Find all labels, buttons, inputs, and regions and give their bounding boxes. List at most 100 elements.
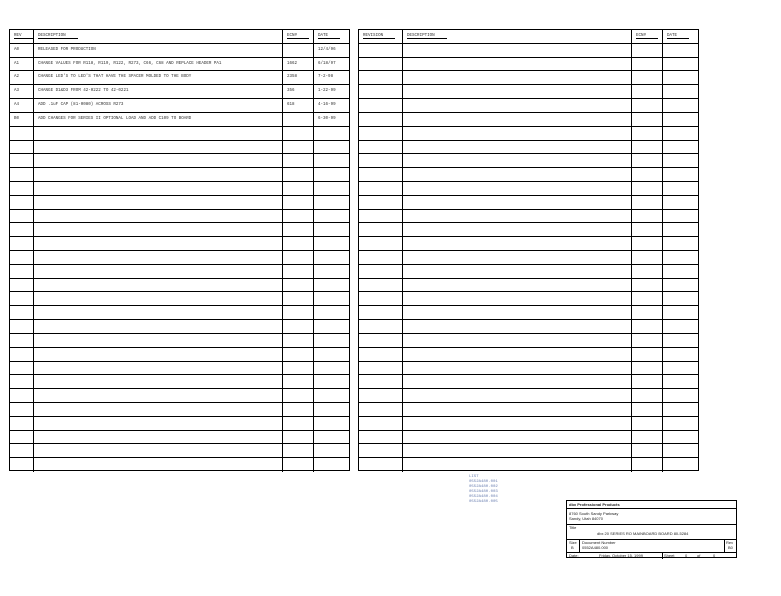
drawing-title: dbx 20 SERIES RO MAINBOARD BOARD 80-5284 — [597, 531, 689, 536]
table-row — [359, 168, 698, 182]
table-row — [359, 333, 698, 348]
table-cell — [402, 292, 631, 306]
table-cell: B0 — [14, 116, 20, 121]
table-cell — [10, 444, 33, 457]
table-cell — [282, 168, 313, 181]
table-cell — [10, 417, 33, 430]
table-cell — [662, 278, 700, 292]
table-cell — [313, 402, 351, 416]
table-cell — [282, 195, 313, 209]
table-cell — [662, 306, 700, 320]
table-cell — [662, 195, 700, 209]
size-value: B — [571, 545, 574, 550]
table-cell — [402, 361, 631, 375]
table-row — [359, 126, 698, 141]
table-cell — [402, 375, 631, 389]
table-cell: 4-16-99 — [313, 99, 351, 112]
table-cell — [402, 71, 631, 85]
table-cell — [402, 402, 631, 416]
table-cell — [313, 237, 351, 250]
table-row — [10, 361, 349, 376]
table-cell — [631, 375, 662, 389]
table-row — [359, 237, 698, 251]
table-cell — [402, 99, 631, 112]
table-cell — [662, 264, 700, 278]
table-cell — [662, 237, 700, 250]
table-row — [10, 126, 349, 141]
table-cell — [402, 251, 631, 264]
table-cell — [313, 168, 351, 181]
table-cell — [282, 333, 313, 347]
table-cell — [631, 140, 662, 154]
table-cell — [313, 292, 351, 306]
table-cell — [282, 389, 313, 402]
table-cell — [33, 209, 282, 223]
table-cell — [359, 403, 402, 416]
table-cell — [402, 430, 631, 444]
header-cell: DATE — [662, 30, 700, 43]
table-cell — [10, 182, 33, 195]
table-cell — [402, 237, 631, 250]
table-cell — [631, 195, 662, 209]
table-row: B0 ADD CHANGES FOR SERIES II OPTIONAL LOA… — [10, 112, 351, 127]
title-label: Title — [569, 525, 577, 530]
table-cell — [631, 333, 662, 347]
table-cell — [662, 320, 700, 333]
table-cell — [662, 430, 700, 444]
table-cell — [359, 141, 402, 154]
table-cell: 1662 — [282, 57, 313, 71]
table-cell — [359, 362, 402, 375]
table-cell — [33, 223, 282, 237]
table-row — [359, 223, 698, 238]
table-cell — [10, 334, 33, 347]
table-cell — [662, 140, 700, 154]
table-cell — [662, 168, 700, 181]
table-cell — [282, 416, 313, 430]
table-cell: 6-30-99 — [313, 112, 351, 126]
table-cell — [631, 389, 662, 402]
table-row — [10, 416, 349, 431]
table-cell — [662, 43, 700, 57]
table-cell — [359, 210, 402, 223]
table-cell — [662, 209, 700, 223]
table-cell — [402, 264, 631, 278]
table-cell — [359, 306, 402, 319]
table-cell — [359, 265, 402, 278]
table-row — [359, 85, 698, 100]
table-cell — [33, 347, 282, 361]
header-row: REV DESCRIPTION ECN# DATE — [10, 30, 349, 44]
file-item: 0552A480.001 — [469, 480, 498, 484]
table-cell — [631, 237, 662, 250]
header-label: ECN# — [287, 34, 310, 39]
table-cell — [631, 264, 662, 278]
table-cell: A1 — [14, 61, 20, 66]
table-cell — [631, 430, 662, 444]
table-cell — [33, 126, 282, 140]
table-cell: A4 — [14, 103, 20, 108]
table-row — [10, 402, 351, 417]
table-cell — [359, 154, 402, 167]
table-cell — [10, 265, 33, 278]
table-row — [359, 278, 700, 293]
table-cell — [662, 181, 700, 195]
rev-label: Rev — [726, 540, 734, 545]
table-cell: CHANGE D1&D3 FROM 42-0222 TO 42-0221 — [33, 85, 282, 99]
table-cell — [359, 85, 402, 98]
table-cell — [282, 375, 313, 389]
table-cell — [313, 181, 351, 195]
header-cell: REVISION — [359, 30, 402, 43]
table-row — [10, 195, 349, 210]
table-cell — [631, 458, 662, 472]
table-cell — [33, 458, 282, 472]
table-cell — [10, 320, 33, 333]
table-row — [10, 444, 349, 459]
table-row — [10, 347, 349, 362]
table-cell — [359, 251, 402, 264]
table-row — [359, 140, 700, 155]
table-row — [359, 264, 700, 279]
table-cell — [359, 182, 402, 195]
table-cell — [402, 168, 631, 181]
table-row — [10, 223, 349, 238]
table-row — [10, 251, 349, 265]
table-cell — [359, 334, 402, 347]
